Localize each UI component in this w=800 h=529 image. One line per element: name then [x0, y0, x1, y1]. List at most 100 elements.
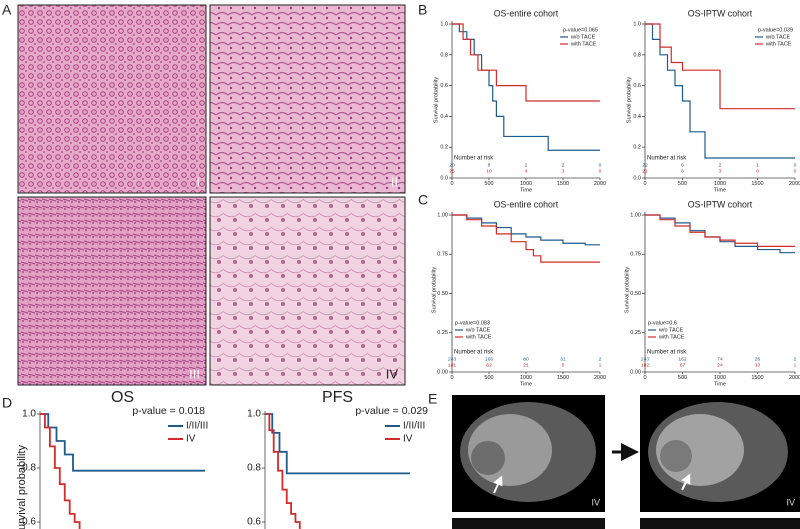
histology-image: [209, 196, 406, 386]
risk-count: 6: [681, 168, 684, 174]
legend-label: with TACE: [570, 41, 597, 47]
survival-curve: [452, 214, 600, 246]
y-tick-label: 1.0: [633, 21, 641, 27]
x-tick-label: 1000: [520, 181, 532, 187]
survival-curve: [40, 413, 81, 529]
y-tick-label: 1.00: [437, 212, 448, 218]
x-tick-label: 2000: [594, 181, 606, 187]
survival-curve: [265, 413, 301, 529]
y-tick-label: 0.2: [440, 145, 448, 151]
p-value: p-value=0.083: [455, 320, 490, 326]
risk-count: 31: [560, 356, 566, 362]
risk-count: 243: [641, 356, 649, 362]
ct-image: [640, 518, 800, 529]
x-tick-label: 0: [450, 181, 453, 187]
legend-label: w/o TACE: [570, 34, 596, 40]
panel-label: B: [418, 2, 427, 18]
x-axis-label: Time: [714, 381, 726, 387]
x-tick-label: 0: [450, 375, 453, 381]
y-tick-label: 0.6: [440, 83, 448, 89]
y-tick-label: 0.8: [247, 463, 261, 474]
risk-count: 1: [756, 162, 759, 168]
y-axis-label: Survival probability: [626, 77, 632, 123]
image-label: IV: [786, 497, 795, 507]
image-label: IV: [386, 366, 399, 381]
y-tick-label: 0.25: [630, 330, 641, 336]
legend-label: IV: [403, 434, 413, 445]
risk-title: Number at risk: [647, 156, 687, 162]
risk-count: 26: [755, 356, 761, 362]
risk-count: 10: [486, 168, 492, 174]
y-tick-label: 0.0: [633, 175, 641, 181]
chart-title: OS-IPTW cohort: [688, 8, 753, 18]
p-value: p-value=0.039: [758, 27, 793, 33]
ct-lesion: [660, 440, 692, 472]
y-tick-label: 0.00: [437, 369, 448, 375]
survival-curve: [452, 214, 600, 263]
x-tick-label: 1500: [751, 375, 763, 381]
y-tick-label: 0.25: [437, 330, 448, 336]
risk-count: 8: [488, 162, 491, 168]
histology-images: I II III IV: [17, 4, 406, 386]
y-tick-label: 0.8: [440, 52, 448, 58]
survival-curve: [40, 413, 205, 472]
survival-curve: [645, 23, 795, 159]
y-tick-label: 1.00: [630, 212, 641, 218]
x-axis-label: Time: [520, 187, 532, 193]
y-tick-label: 0.2: [633, 145, 641, 151]
risk-count: 5: [562, 362, 565, 368]
survival-curve: [452, 23, 600, 102]
y-axis-label: Survival probability: [433, 77, 439, 123]
risk-count: 162: [678, 356, 686, 362]
survival-curve: [645, 23, 795, 110]
p-value: p-value=0.065: [563, 27, 598, 33]
risk-title: Number at risk: [454, 350, 494, 356]
risk-count: 2: [794, 356, 797, 362]
y-tick-label: 0.8: [22, 463, 36, 474]
risk-count: 21: [523, 362, 529, 368]
risk-count: 243: [448, 356, 456, 362]
panel-label: D: [2, 395, 12, 411]
histology-image: [209, 4, 406, 194]
y-tick-label: 0.6: [247, 517, 261, 528]
risk-count: 101: [448, 362, 456, 368]
legend-label: with TACE: [465, 334, 492, 340]
risk-count: 2: [719, 162, 722, 168]
risk-title: Number at risk: [647, 350, 687, 356]
risk-count: 3: [719, 168, 722, 174]
x-axis-label: Time: [520, 381, 532, 387]
x-tick-label: 2000: [594, 375, 606, 381]
y-tick-label: 0.6: [22, 517, 36, 528]
survival-curve: [452, 23, 600, 151]
x-tick-label: 1000: [714, 375, 726, 381]
y-tick-label: 0.4: [440, 114, 448, 120]
x-tick-label: 500: [678, 181, 687, 187]
ct-lesion: [471, 441, 505, 475]
x-tick-label: 0: [643, 375, 646, 381]
legend-label: with TACE: [658, 334, 685, 340]
x-tick-label: 500: [678, 375, 687, 381]
x-tick-label: 2000: [789, 375, 800, 381]
y-axis-label: Survival probability: [624, 267, 630, 313]
risk-count: 1: [599, 362, 602, 368]
risk-count: 0: [794, 168, 797, 174]
risk-count: 2: [562, 162, 565, 168]
x-tick-label: 1500: [557, 181, 569, 187]
ct-images: IV IV: [452, 395, 800, 529]
risk-count: 0: [599, 168, 602, 174]
image-label: III: [189, 366, 200, 381]
survival-curve: [265, 413, 410, 475]
risk-count: 4: [525, 168, 528, 174]
y-tick-label: 0.75: [630, 252, 641, 258]
x-tick-label: 500: [484, 181, 493, 187]
risk-count: 0: [599, 162, 602, 168]
risk-count: 21: [642, 168, 648, 174]
chart-title: PFS: [322, 389, 353, 406]
risk-count: 20: [449, 162, 455, 168]
y-tick-label: 1.0: [247, 409, 261, 420]
image-label: IV: [591, 497, 600, 507]
y-tick-label: 1.0: [440, 21, 448, 27]
survival-curve: [645, 214, 795, 247]
y-tick-label: 0.8: [633, 52, 641, 58]
